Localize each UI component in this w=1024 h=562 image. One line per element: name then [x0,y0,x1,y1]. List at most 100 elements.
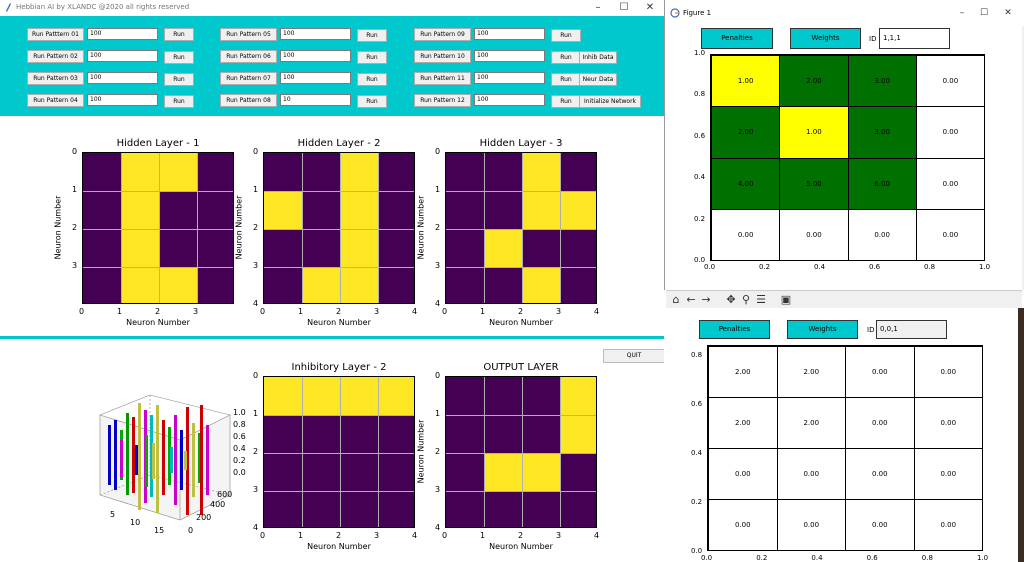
maximize-button[interactable]: ☐ [619,2,629,13]
run-pattern-08-button[interactable]: Run Pattern 08 [220,94,277,107]
pattern-04-input[interactable]: 100 [87,94,158,106]
forward-icon[interactable]: → [701,293,711,306]
penalties-button[interactable]: Penalties [701,28,773,49]
run-pattern-09-button[interactable]: Run Pattern 09 [414,28,471,41]
table-cell[interactable]: 0.00 [915,157,985,210]
run-pattern-05-button[interactable]: Run Pattern 05 [220,28,277,41]
table-cell[interactable]: 0.00 [845,397,915,449]
run-02-button[interactable]: Run [164,51,194,64]
run-pattern-01-button[interactable]: Run Patttern 01 [27,28,84,41]
grid-line [159,153,160,303]
inhib-data-button[interactable]: Inhib Data [579,51,617,64]
run-pattern-04-button[interactable]: Run Pattern 04 [27,94,84,107]
table-cell[interactable]: 0.00 [711,208,781,261]
table-cell[interactable]: 0.00 [913,448,983,500]
run-10-button[interactable]: Run [551,51,581,64]
run-08-button[interactable]: Run [357,95,387,108]
run-07-button[interactable]: Run [357,73,387,86]
table-cell[interactable]: 0.00 [915,55,985,108]
figure-close-button[interactable]: ✕ [1004,8,1012,18]
minimize-button[interactable]: – [595,2,601,13]
table-cell[interactable]: 2.00 [708,397,778,449]
home-icon[interactable]: ⌂ [672,293,680,306]
zoom-icon[interactable]: ⚲ [741,293,751,306]
table-cell[interactable]: 6.00 [847,157,917,210]
heatmap-4-title: Inhibitory Layer - 2 [291,362,387,373]
table-ytick: 0.0 [691,547,703,555]
y-tick-0: 0 [188,526,193,535]
run-pattern-06-button[interactable]: Run Pattern 06 [220,50,277,63]
table-cell[interactable]: 0.00 [845,499,915,551]
table-cell[interactable]: 2.00 [708,346,778,398]
run-05-button[interactable]: Run [357,29,387,42]
back-icon[interactable]: ← [686,293,696,306]
table-cell[interactable]: 0.00 [913,346,983,398]
neur-data-button[interactable]: Neur Data [579,73,617,86]
pattern-12-input[interactable]: 100 [474,94,545,106]
table-cell[interactable]: 2.00 [776,397,846,449]
table-cell[interactable]: 0.00 [708,499,778,551]
run-03-button[interactable]: Run [164,73,194,86]
table-cell[interactable]: 0.00 [845,346,915,398]
table-cell[interactable]: 2.00 [779,55,849,108]
run-pattern-03-button[interactable]: Run Pattern 03 [27,72,84,85]
pattern-07-input[interactable]: 100 [280,72,351,84]
run-06-button[interactable]: Run [357,51,387,64]
pattern-06-input[interactable]: 100 [280,50,351,62]
run-04-button[interactable]: Run [164,95,194,108]
run-pattern-07-button[interactable]: Run Pattern 07 [220,72,277,85]
pattern-10-input[interactable]: 100 [474,50,545,62]
id-input[interactable]: 1,1,1 [879,28,950,49]
table-cell[interactable]: 2.00 [711,106,781,159]
run-01-button[interactable]: Run [164,28,194,41]
figure-maximize-button[interactable]: ☐ [979,8,989,18]
table-cell[interactable]: 0.00 [913,397,983,449]
heatmap-1-cell [121,229,160,268]
pattern-11-input[interactable]: 100 [474,72,545,84]
id-input-2[interactable]: 0,0,1 [876,320,947,339]
heatmap-5-cell [446,491,485,527]
pattern-01-input[interactable]: 100 [87,28,158,40]
weights-button-2[interactable]: Weights [787,320,858,339]
pattern-08-input[interactable]: 10 [280,94,351,106]
table-cell[interactable]: 4.00 [711,157,781,210]
table-xtick: 1.0 [977,554,989,562]
figure-minimize-button[interactable]: – [959,8,965,18]
run-12-button[interactable]: Run [551,95,581,108]
table-cell[interactable]: 5.00 [779,157,849,210]
table-cell[interactable]: 1.00 [779,106,849,159]
pan-icon[interactable]: ✥ [726,293,736,306]
run-pattern-02-button[interactable]: Run Pattern 02 [27,50,84,63]
close-button[interactable]: ✕ [645,2,655,13]
quit-button[interactable]: QUIT [603,349,664,363]
table-cell[interactable]: 0.00 [845,448,915,500]
pattern-09-input[interactable]: 100 [474,28,545,40]
pattern-05-input[interactable]: 100 [280,28,351,40]
table-cell[interactable]: 0.00 [779,208,849,261]
table-cell[interactable]: 3.00 [847,106,917,159]
run-09-button[interactable]: Run [551,29,581,42]
run-11-button[interactable]: Run [551,73,581,86]
initialize-network-button[interactable]: Initialize Network [579,95,641,108]
table-cell[interactable]: 1.00 [711,55,781,108]
penalties-button-2[interactable]: Penalties [699,320,770,339]
table-cell[interactable]: 0.00 [708,448,778,500]
table-cell[interactable]: 3.00 [847,55,917,108]
table-cell[interactable]: 0.00 [776,499,846,551]
run-pattern-11-button[interactable]: Run Pattern 11 [414,72,471,85]
run-pattern-12-button[interactable]: Run Pattern 12 [414,94,471,107]
pattern-03-input[interactable]: 100 [87,72,158,84]
table-cell[interactable]: 0.00 [847,208,917,261]
pattern-02-input[interactable]: 100 [87,50,158,62]
table-cell[interactable]: 2.00 [776,346,846,398]
table-cell[interactable]: 0.00 [776,448,846,500]
plot-3d-bar [184,451,187,470]
table-cell[interactable]: 0.00 [913,499,983,551]
table-cell[interactable]: 0.00 [915,208,985,261]
table-xtick: 0.4 [814,263,826,271]
weights-button[interactable]: Weights [790,28,861,49]
save-icon[interactable]: ▣ [780,293,792,306]
run-pattern-10-button[interactable]: Run Pattern 10 [414,50,471,63]
configure-icon[interactable]: ☰ [756,293,766,306]
table-cell[interactable]: 0.00 [915,106,985,159]
